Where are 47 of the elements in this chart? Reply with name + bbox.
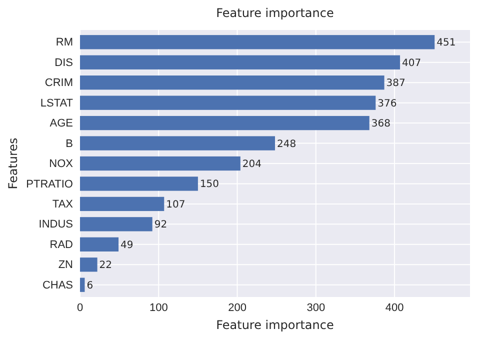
data-label: 387	[386, 78, 406, 90]
data-label: 150	[200, 179, 220, 190]
y-tick-label: RM	[56, 36, 73, 49]
x-tick-label: 0	[76, 302, 84, 314]
data-label: 107	[166, 199, 186, 210]
data-label: 368	[371, 118, 390, 130]
x-axis-title: Feature importance	[216, 318, 334, 332]
bar	[80, 76, 384, 90]
y-tick-label: AGE	[50, 118, 73, 130]
x-tick-label: 200	[228, 302, 246, 314]
y-axis-title: Features	[6, 138, 20, 190]
y-tick-label: CRIM	[44, 77, 73, 90]
bar	[80, 196, 164, 212]
bar	[80, 217, 152, 232]
bar	[80, 96, 376, 110]
bar	[80, 136, 275, 150]
y-tick-label: PTRATIO	[26, 178, 74, 190]
y-tick-label: INDUS	[38, 218, 73, 231]
data-label: 248	[277, 138, 296, 150]
chart-title: Feature importance	[216, 6, 334, 20]
data-label: 376	[378, 98, 397, 110]
y-tick-label: LSTAT	[40, 97, 74, 110]
bar	[80, 176, 198, 191]
data-label: 407	[402, 58, 422, 69]
x-tick-label: 400	[385, 302, 404, 314]
data-label: 6	[86, 280, 94, 292]
data-label: 92	[154, 220, 168, 231]
y-tick-label: TAX	[52, 198, 74, 210]
y-tick-label: CHAS	[42, 279, 73, 292]
data-label: 204	[242, 159, 262, 170]
bar	[80, 116, 370, 130]
data-label: 49	[120, 240, 134, 251]
y-tick-label: NOX	[49, 158, 74, 170]
y-tick-label: B	[66, 138, 73, 150]
bar	[80, 278, 85, 292]
data-label: 451	[436, 38, 456, 49]
data-label: 22	[99, 260, 112, 272]
y-tick-label: RAD	[50, 238, 74, 251]
bar	[80, 55, 400, 70]
y-tick-label: DIS	[54, 56, 73, 69]
x-tick-label: 300	[306, 302, 326, 314]
y-tick-label: ZN	[58, 259, 74, 272]
bar	[80, 237, 119, 252]
bar	[80, 258, 98, 272]
x-tick-label: 100	[149, 302, 168, 314]
bar	[80, 35, 435, 50]
bar	[80, 156, 240, 171]
